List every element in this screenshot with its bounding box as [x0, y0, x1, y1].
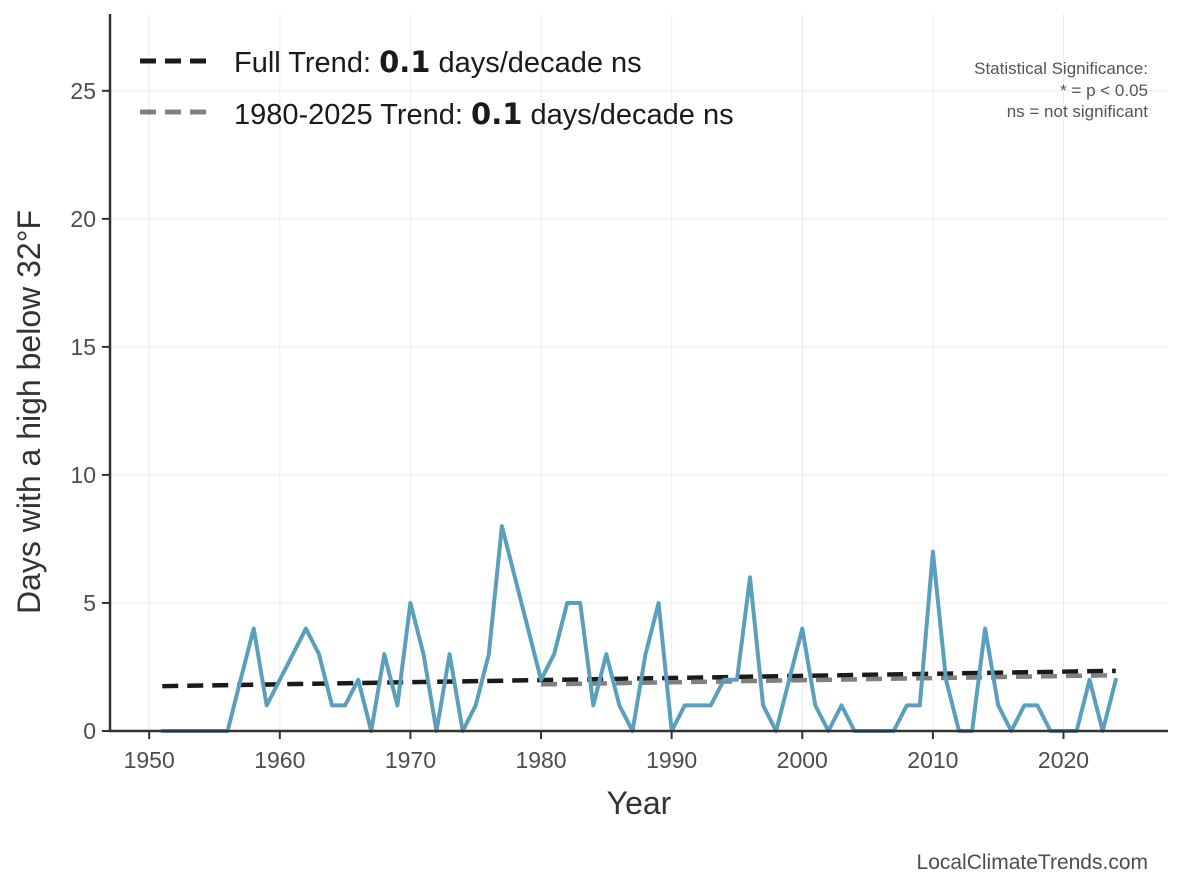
- x-tick-label-1950: 1950: [124, 747, 175, 773]
- x-tick-label-2020: 2020: [1038, 747, 1089, 773]
- series-line-0: [160, 524, 1118, 733]
- data-series: [160, 524, 1118, 733]
- significance-note-line-3: ns = not significant: [1007, 102, 1149, 121]
- trend-line-recent: [541, 672, 1116, 687]
- x-tick-label-1970: 1970: [385, 747, 436, 773]
- x-axis-ticks: 1950 1960 1970 1980 1990 2000 2010 2020: [124, 731, 1089, 773]
- y-tick-label-25: 25: [70, 78, 96, 104]
- significance-note-line-2: * = p < 0.05: [1060, 81, 1148, 100]
- trend-lines: [162, 668, 1116, 689]
- y-tick-label-5: 5: [83, 590, 96, 616]
- axes: [108, 14, 1168, 733]
- source-credit: LocalClimateTrends.com: [917, 851, 1148, 874]
- legend-label-full-trend: Full Trend: 0.1 days/decade ns: [234, 45, 642, 79]
- y-axis-ticks: 0 5 10 15 20 25: [70, 78, 110, 744]
- x-tick-label-1990: 1990: [646, 747, 697, 773]
- x-tick-label-1960: 1960: [254, 747, 305, 773]
- y-axis-title: Days with a high below 32°F: [11, 210, 47, 614]
- x-tick-label-2000: 2000: [777, 747, 828, 773]
- grid: [110, 14, 1168, 732]
- x-tick-label-2010: 2010: [907, 747, 958, 773]
- significance-note: Statistical Significance: * = p < 0.05 n…: [974, 59, 1148, 121]
- y-tick-label-15: 15: [70, 334, 96, 360]
- x-tick-label-1980: 1980: [515, 747, 566, 773]
- legend: Full Trend: 0.1 days/decade ns 1980-2025…: [140, 45, 734, 131]
- y-tick-label-0: 0: [83, 718, 96, 744]
- trend-line-full: [162, 668, 1116, 689]
- significance-note-line-1: Statistical Significance:: [974, 59, 1148, 78]
- y-tick-label-20: 20: [70, 206, 96, 232]
- legend-label-recent-trend: 1980-2025 Trend: 0.1 days/decade ns: [234, 97, 734, 131]
- y-tick-label-10: 10: [70, 462, 96, 488]
- x-axis-title: Year: [607, 785, 672, 821]
